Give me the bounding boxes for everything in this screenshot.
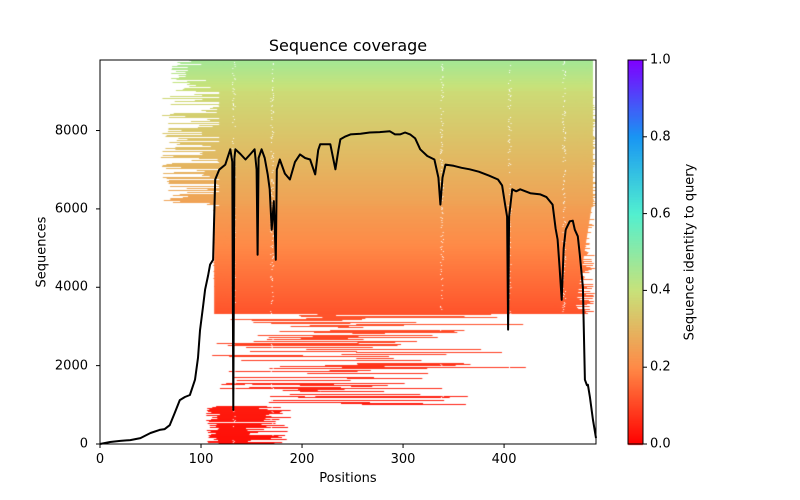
x-tick-label: 0 — [95, 452, 105, 467]
y-tick-label: 4000 — [54, 279, 88, 295]
colorbar-tick-label: 0.0 — [650, 436, 671, 452]
chart-title: Sequence coverage — [268, 36, 428, 55]
y-tick-label: 2000 — [54, 358, 88, 374]
x-tick-label: 200 — [289, 452, 315, 467]
x-tick-label: 300 — [390, 452, 416, 467]
coverage-line — [99, 130, 597, 445]
y-tick-label: 6000 — [54, 201, 88, 217]
y-tick-label: 8000 — [54, 123, 88, 139]
axes-layer — [96, 59, 647, 448]
y-tick-label: 0 — [79, 436, 88, 452]
colorbar-frame — [627, 59, 644, 445]
y-axis-label: Sequences — [34, 216, 50, 288]
coverage-line-layer — [99, 130, 597, 445]
colorbar-tick-label: 0.6 — [650, 206, 671, 222]
colorbar-tick-label: 0.8 — [650, 129, 671, 145]
colorbar-label: Sequence identity to query — [682, 163, 698, 341]
colorbar-tick-label: 0.2 — [650, 359, 671, 375]
x-tick-label: 100 — [188, 452, 214, 467]
plot-frame — [99, 59, 597, 445]
x-axis-label: Positions — [319, 471, 377, 486]
colorbar-tick-label: 0.4 — [650, 282, 671, 298]
colorbar-tick-label: 1.0 — [650, 52, 671, 68]
x-tick-label: 400 — [491, 452, 517, 467]
